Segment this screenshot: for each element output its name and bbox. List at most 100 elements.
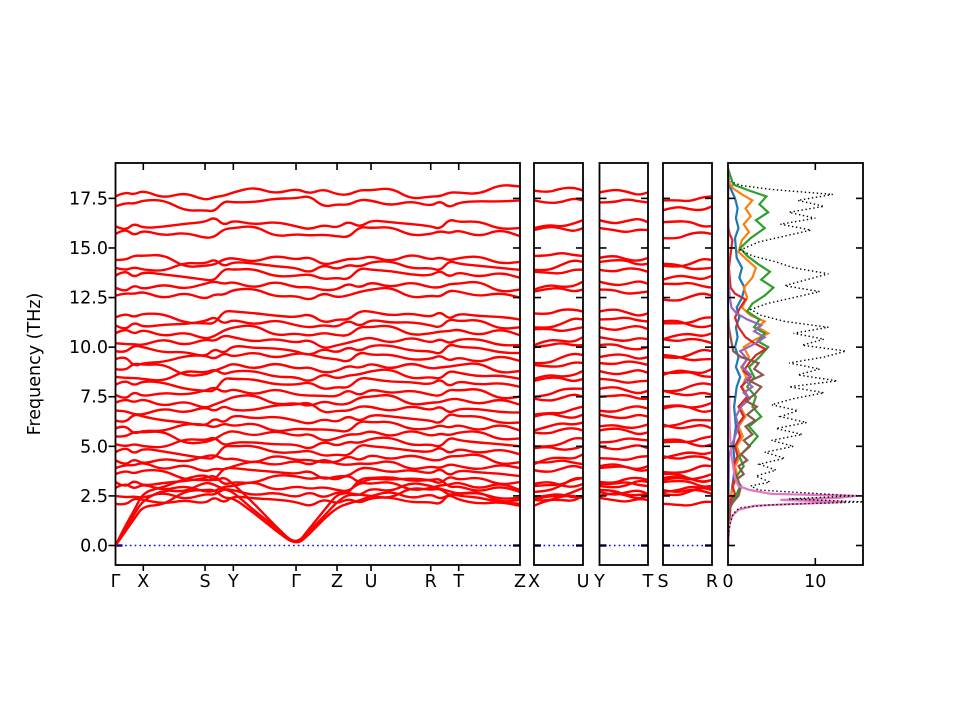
band-panel-yt: [599, 188, 648, 547]
phonon-band: [599, 255, 648, 262]
phonon-band: [663, 274, 712, 281]
band-panel-sr: [663, 195, 712, 547]
band-panel-main: [115, 184, 520, 547]
phonon-band: [115, 481, 520, 547]
phonon-band: [663, 337, 712, 345]
phonon-band: [663, 231, 712, 240]
phonon-band: [534, 361, 583, 368]
phonon-band: [663, 319, 712, 329]
dos-curve-projection-7: [728, 168, 858, 546]
tick-marks: [108, 163, 863, 571]
phonon-band: [663, 195, 712, 203]
phonon-band: [663, 485, 712, 494]
phonon-band: [115, 386, 520, 400]
phonon-band: [599, 308, 648, 317]
phonon-band: [599, 488, 648, 497]
x-tick-label: U: [577, 572, 590, 592]
dos-x-tick-label: 10: [804, 572, 826, 592]
phonon-band: [534, 336, 583, 347]
phonon-band: [599, 188, 648, 196]
phonon-band: [599, 353, 648, 360]
phonon-band: [663, 479, 712, 488]
phonon-band: [115, 286, 520, 301]
phonon-band: [663, 220, 712, 228]
y-tick-label: 5.0: [80, 437, 108, 457]
panel-border: [727, 162, 864, 566]
phonon-band: [534, 493, 583, 500]
phonon-band: [115, 324, 520, 340]
phonon-band: [115, 474, 520, 547]
phonon-band: [534, 459, 583, 466]
phonon-band: [534, 405, 583, 416]
phonon-band: [663, 389, 712, 397]
phonon-band: [115, 413, 520, 427]
phonon-band: [599, 280, 648, 287]
y-tick-label: 2.5: [80, 487, 108, 507]
phonon-band: [115, 420, 520, 435]
phonon-band: [115, 493, 520, 507]
phonon-band: [534, 317, 583, 329]
phonon-band: [534, 393, 583, 402]
phonon-band: [534, 287, 583, 293]
x-tick-label: Y: [593, 572, 605, 592]
phonon-band: [599, 386, 648, 395]
phonon-band: [663, 455, 712, 462]
dos-curve-total: [728, 180, 863, 540]
phonon-band: [534, 369, 583, 381]
phonon-band: [663, 382, 712, 393]
phonon-band: [599, 360, 648, 367]
phonon-band: [534, 259, 583, 272]
y-axis-label: Frequency (THz): [25, 293, 45, 436]
phonon-band: [115, 393, 520, 409]
phonon-band: [534, 342, 583, 349]
y-tick-label: 15.0: [69, 239, 108, 259]
phonon-band: [534, 427, 583, 435]
phonon-band: [115, 401, 520, 416]
phonon-band: [663, 257, 712, 268]
x-tick-label: Y: [227, 572, 239, 592]
phonon-band: [599, 444, 648, 451]
phonon-band: [599, 479, 648, 489]
x-tick-label: Γ: [111, 572, 121, 592]
phonon-band: [534, 481, 583, 488]
phonon-band: [599, 377, 648, 384]
phonon-band: [534, 387, 583, 398]
phonon-band: [115, 195, 520, 213]
x-tick-label: Γ: [291, 572, 301, 592]
phonon-band: [115, 184, 520, 201]
axes-frame: [114, 162, 864, 566]
band-panel-xu: [534, 186, 583, 547]
phonon-band: [115, 217, 520, 231]
phonon-band: [115, 488, 520, 547]
phonon-band: [534, 464, 583, 473]
phonon-band: [534, 453, 583, 466]
dos-curve-projection-3: [728, 168, 776, 546]
phonon-band: [663, 205, 712, 212]
x-tick-label: S: [657, 572, 668, 592]
phonon-band: [115, 267, 520, 282]
x-tick-label: U: [365, 572, 378, 592]
axis-labels: 0.02.55.07.510.012.515.017.5Γ X S Y Γ Z U R T Z X U…: [25, 189, 826, 592]
phonon-band: [663, 401, 712, 410]
x-tick-label: S: [199, 572, 210, 592]
phonon-band: [663, 332, 712, 341]
phonon-band: [534, 186, 583, 193]
phonon-band: [663, 316, 712, 325]
phonon-band: [663, 418, 712, 428]
phonon-band: [115, 376, 520, 393]
dos-curve-projection-5: [728, 168, 767, 546]
phonon-band: [534, 376, 583, 383]
phonon-band: [663, 348, 712, 360]
y-tick-label: 12.5: [69, 289, 108, 309]
phonon-band: [599, 288, 648, 295]
phonon-band: [599, 336, 648, 342]
phonon-band: [599, 481, 648, 488]
dos-x-tick-label: 0: [722, 572, 733, 592]
phonon-band: [534, 225, 583, 232]
phonon-band: [599, 226, 648, 233]
phonon-band: [599, 463, 648, 471]
phonon-band: [534, 421, 583, 432]
phonon-band: [599, 325, 648, 331]
phonon-band: [115, 481, 520, 493]
